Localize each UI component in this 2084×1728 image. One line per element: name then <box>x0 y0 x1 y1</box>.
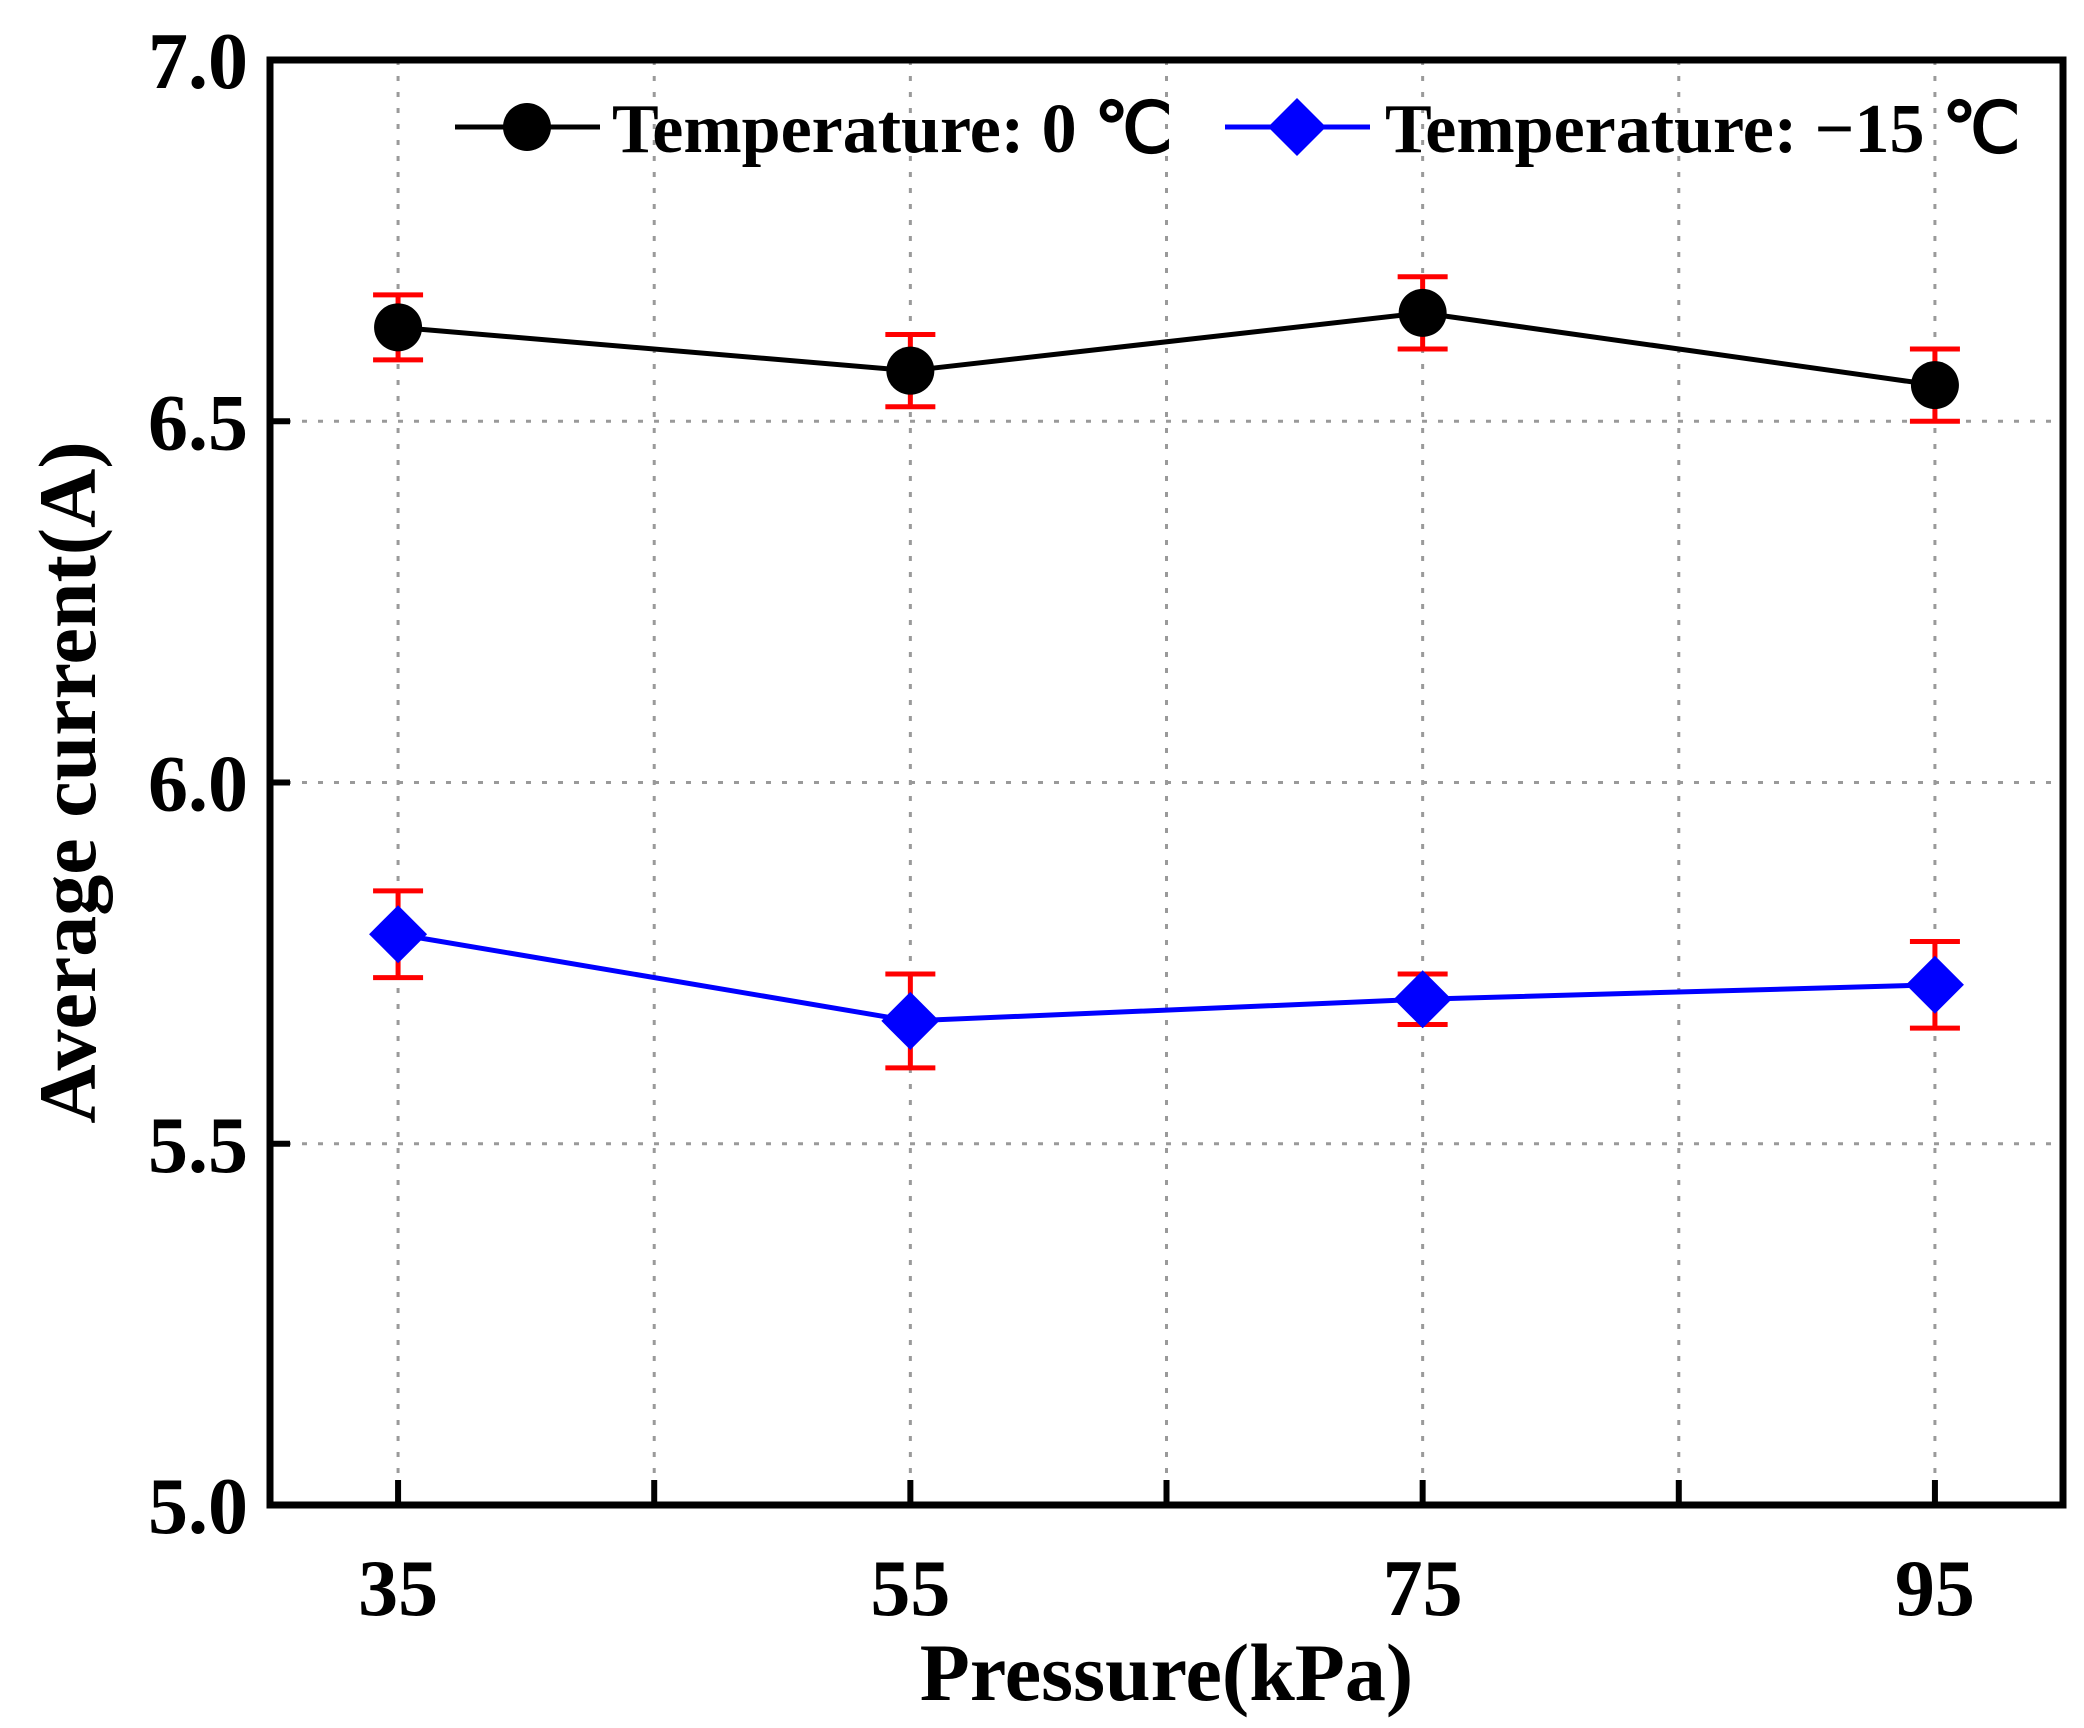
legend: Temperature: 0 ℃ Temperature: −15 ℃ <box>455 91 2021 168</box>
y-tick-label: 5.0 <box>148 1463 248 1551</box>
x-tick-label: 55 <box>870 1545 950 1633</box>
series-line <box>397 310 1936 388</box>
series-layer <box>369 274 1964 1071</box>
series-temp-0 <box>373 274 1960 424</box>
data-point <box>1910 361 1959 410</box>
x-tick-label: 95 <box>1895 1545 1975 1633</box>
x-tick-label: 35 <box>358 1545 438 1633</box>
data-point <box>881 991 940 1050</box>
y-tick-label: 7.0 <box>148 18 248 106</box>
legend-label-temp-0: Temperature: 0 ℃ <box>612 91 1173 168</box>
legend-marker-circle <box>503 103 551 151</box>
tick-labels: 35 55 75 95 5.0 5.5 6.0 6.5 7.0 <box>148 18 1975 1633</box>
y-tick-label: 6.5 <box>148 379 248 467</box>
x-axis-title: Pressure(kPa) <box>920 1627 1413 1718</box>
data-point <box>1393 970 1452 1029</box>
data-point <box>886 346 935 395</box>
y-tick-label: 5.5 <box>148 1102 248 1190</box>
y-axis-title: Average current(A) <box>22 441 113 1123</box>
data-point <box>369 905 428 964</box>
series-temp-minus-15 <box>369 888 1964 1071</box>
legend-item-temp-minus-15: Temperature: −15 ℃ <box>1225 91 2021 168</box>
data-point <box>374 303 423 352</box>
data-point <box>1905 955 1964 1014</box>
x-tick-label: 75 <box>1383 1545 1463 1633</box>
legend-item-temp-0: Temperature: 0 ℃ <box>455 91 1173 168</box>
ticks <box>270 418 1938 1505</box>
legend-marker-diamond <box>1268 98 1326 156</box>
legend-label-temp-minus-15: Temperature: −15 ℃ <box>1385 91 2021 168</box>
series-line <box>397 931 1935 1024</box>
data-point <box>1398 288 1447 337</box>
y-tick-label: 6.0 <box>148 741 248 829</box>
